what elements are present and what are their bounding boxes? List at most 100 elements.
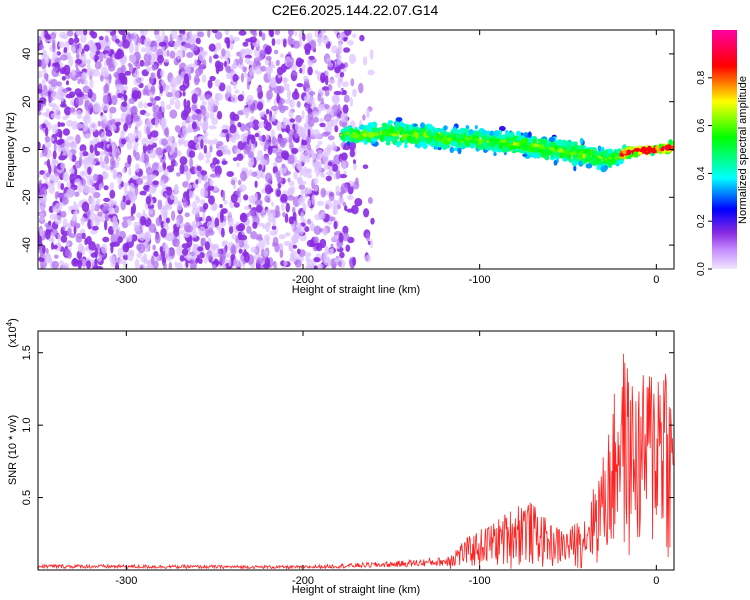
noise-cell bbox=[113, 169, 116, 180]
noise-cell bbox=[50, 231, 54, 242]
noise-cell bbox=[58, 155, 67, 161]
noise-cell bbox=[252, 221, 258, 229]
noise-cell bbox=[292, 162, 296, 169]
noise-cell bbox=[92, 173, 99, 182]
noise-cell bbox=[94, 201, 100, 210]
noise-cell bbox=[252, 249, 257, 254]
snr-multiplier-suffix: ) bbox=[7, 318, 19, 322]
noise-cell bbox=[194, 58, 198, 68]
noise-cell bbox=[276, 85, 285, 94]
ridge-cell bbox=[493, 130, 500, 137]
noise-cell bbox=[314, 30, 319, 38]
noise-cell bbox=[169, 98, 175, 106]
ridge-cell bbox=[559, 152, 563, 158]
noise-cell bbox=[230, 245, 237, 256]
noise-cell bbox=[117, 156, 121, 162]
ridge-cell bbox=[389, 126, 395, 134]
noise-cell bbox=[247, 151, 254, 159]
noise-cell bbox=[291, 71, 298, 76]
noise-cell bbox=[331, 235, 338, 242]
noise-cell bbox=[309, 239, 315, 248]
noise-cell bbox=[370, 217, 375, 225]
noise-cell bbox=[258, 163, 263, 171]
noise-cell bbox=[268, 187, 274, 193]
noise-cell bbox=[315, 243, 323, 252]
noise-cell bbox=[52, 244, 59, 250]
noise-cell bbox=[208, 195, 215, 205]
noise-cell bbox=[197, 136, 205, 141]
ridge-cell bbox=[610, 153, 617, 158]
noise-cell bbox=[348, 53, 357, 64]
noise-cell bbox=[191, 114, 198, 121]
ridge-cell bbox=[427, 128, 431, 136]
noise-cell bbox=[283, 260, 288, 266]
noise-cell bbox=[252, 119, 260, 131]
noise-cell bbox=[176, 245, 184, 257]
noise-cell bbox=[213, 260, 221, 266]
noise-cell bbox=[139, 59, 145, 67]
noise-cell bbox=[229, 111, 236, 121]
noise-cell bbox=[321, 77, 326, 82]
noise-cell bbox=[108, 63, 116, 72]
noise-cell bbox=[275, 59, 280, 67]
noise-cell bbox=[346, 194, 354, 201]
noise-cell bbox=[303, 75, 309, 82]
noise-cell bbox=[341, 113, 348, 123]
noise-cell bbox=[137, 37, 143, 44]
colorbar-tick-label: 0.2 bbox=[696, 214, 707, 228]
ridge-cell bbox=[472, 140, 479, 145]
noise-cell bbox=[208, 125, 217, 130]
noise-cell bbox=[200, 106, 207, 116]
noise-cell bbox=[362, 114, 366, 121]
noise-cell bbox=[279, 249, 284, 259]
noise-cell bbox=[228, 258, 232, 267]
ridge-cell bbox=[622, 149, 628, 155]
noise-cell bbox=[224, 30, 230, 36]
noise-cell bbox=[261, 171, 266, 179]
noise-cell bbox=[41, 257, 45, 262]
noise-cell bbox=[230, 193, 238, 204]
noise-cell bbox=[178, 229, 186, 235]
noise-cell bbox=[221, 48, 226, 57]
ridge-cell bbox=[455, 133, 462, 140]
ridge-cell bbox=[579, 137, 584, 144]
noise-cell bbox=[42, 90, 48, 98]
ridge-cell bbox=[556, 139, 564, 147]
noise-cell bbox=[66, 136, 75, 141]
noise-cell bbox=[77, 243, 84, 253]
noise-cell bbox=[313, 257, 321, 263]
noise-cell bbox=[276, 38, 281, 45]
noise-cell bbox=[327, 135, 335, 141]
noise-cell bbox=[136, 90, 142, 99]
noise-cell bbox=[125, 200, 131, 206]
noise-cell bbox=[341, 160, 347, 170]
noise-cell bbox=[97, 211, 103, 217]
noise-cell bbox=[115, 150, 119, 160]
noise-cell bbox=[232, 73, 239, 83]
y-tick-label: 20 bbox=[21, 96, 33, 108]
noise-cell bbox=[264, 45, 272, 55]
noise-cell bbox=[233, 36, 240, 42]
ridge-cell bbox=[597, 145, 602, 152]
noise-cell bbox=[337, 54, 342, 66]
noise-cell bbox=[53, 142, 57, 153]
noise-cell bbox=[100, 131, 107, 142]
noise-cell bbox=[209, 110, 215, 120]
noise-cell bbox=[131, 234, 138, 242]
noise-cell bbox=[196, 165, 202, 172]
noise-cell bbox=[243, 194, 249, 201]
noise-cell bbox=[119, 258, 127, 265]
spectrogram-x-ticks: -300 -200 -100 0 bbox=[115, 30, 659, 286]
noise-cell bbox=[246, 225, 252, 234]
noise-cell bbox=[66, 227, 72, 237]
snr-multiplier-label: (x104) bbox=[5, 318, 19, 348]
ridge-cell bbox=[501, 147, 508, 153]
noise-cell bbox=[211, 252, 220, 258]
noise-cell bbox=[44, 126, 49, 137]
noise-cell bbox=[282, 152, 290, 161]
ridge-cell bbox=[511, 150, 517, 154]
noise-cell bbox=[39, 212, 44, 218]
ridge-cell bbox=[668, 139, 673, 146]
noise-cell bbox=[231, 63, 238, 69]
noise-cell bbox=[174, 99, 181, 110]
